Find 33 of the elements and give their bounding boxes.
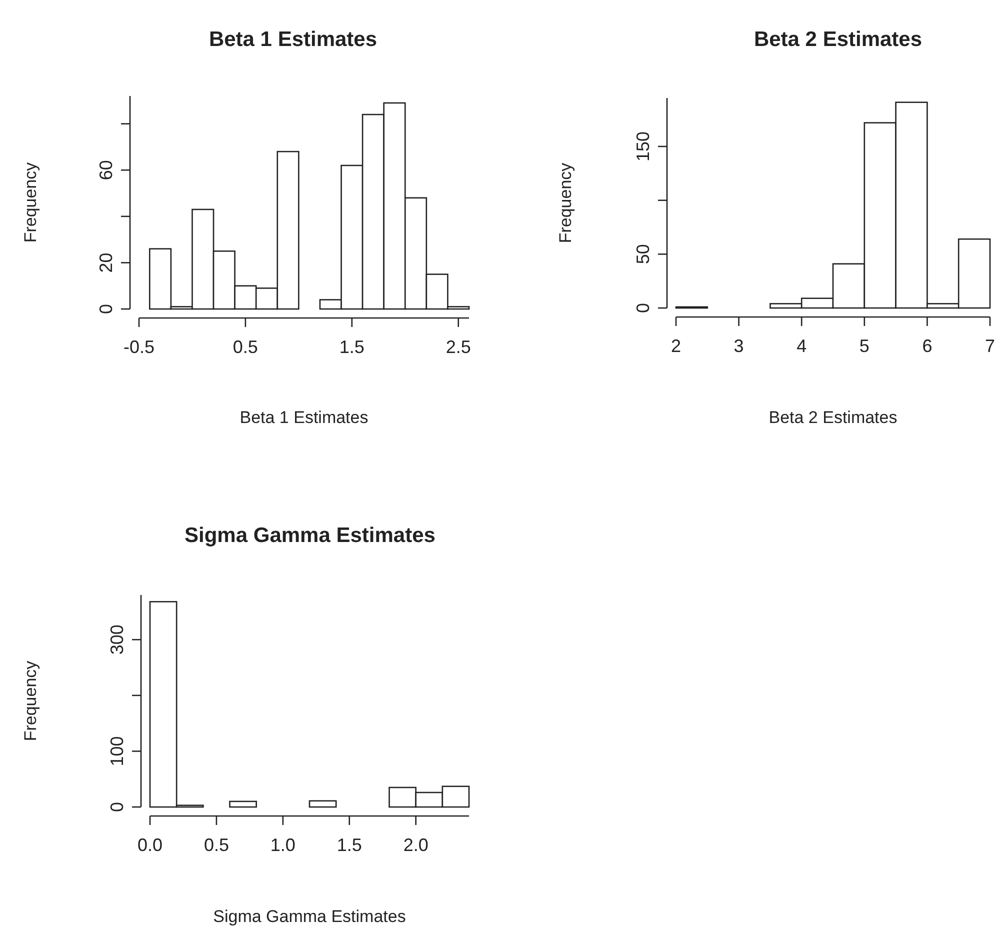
y-tick-label: 300 [107,624,127,655]
y-tick-label: 0 [96,304,116,314]
x-tick-label: 1.0 [270,835,296,855]
x-tick-label: 2.5 [446,337,471,357]
chart-title: Sigma Gamma Estimates [184,524,436,547]
y-tick-label: 0 [633,302,653,314]
x-tick-label: 2.0 [403,835,428,855]
x-axis-title: Beta 2 Estimates [768,408,898,427]
y-tick-label: 0 [107,802,127,812]
x-tick-label: 4 [796,336,807,356]
x-tick-label: 3 [734,336,744,356]
chart-title: Beta 1 Estimates [208,28,378,51]
y-tick-label: 60 [96,160,116,180]
x-tick-label: 1.5 [336,835,362,855]
x-tick-label: 0.5 [204,835,229,855]
x-tick-label: -0.5 [123,337,155,357]
y-axis-title: Frequency [21,660,40,742]
x-tick-label: 5 [859,336,870,356]
x-tick-label: 0.5 [232,337,258,357]
chart-title: Beta 2 Estimates [754,28,922,51]
y-tick-label: 100 [107,736,127,766]
x-axis-title: Beta 1 Estimates [240,408,368,427]
x-tick-label: 0.0 [137,835,163,855]
x-tick-label: 1.5 [339,337,364,357]
y-tick-label: 50 [633,244,653,264]
x-tick-label: 6 [922,336,932,356]
y-axis-title: Frequency [556,162,575,244]
y-tick-label: 150 [633,131,653,162]
x-tick-label: 7 [984,336,996,356]
y-axis-title: Frequency [21,162,40,243]
x-axis-title: Sigma Gamma Estimates [213,907,406,926]
y-tick-label: 20 [96,252,116,273]
x-tick-label: 2 [670,336,682,356]
